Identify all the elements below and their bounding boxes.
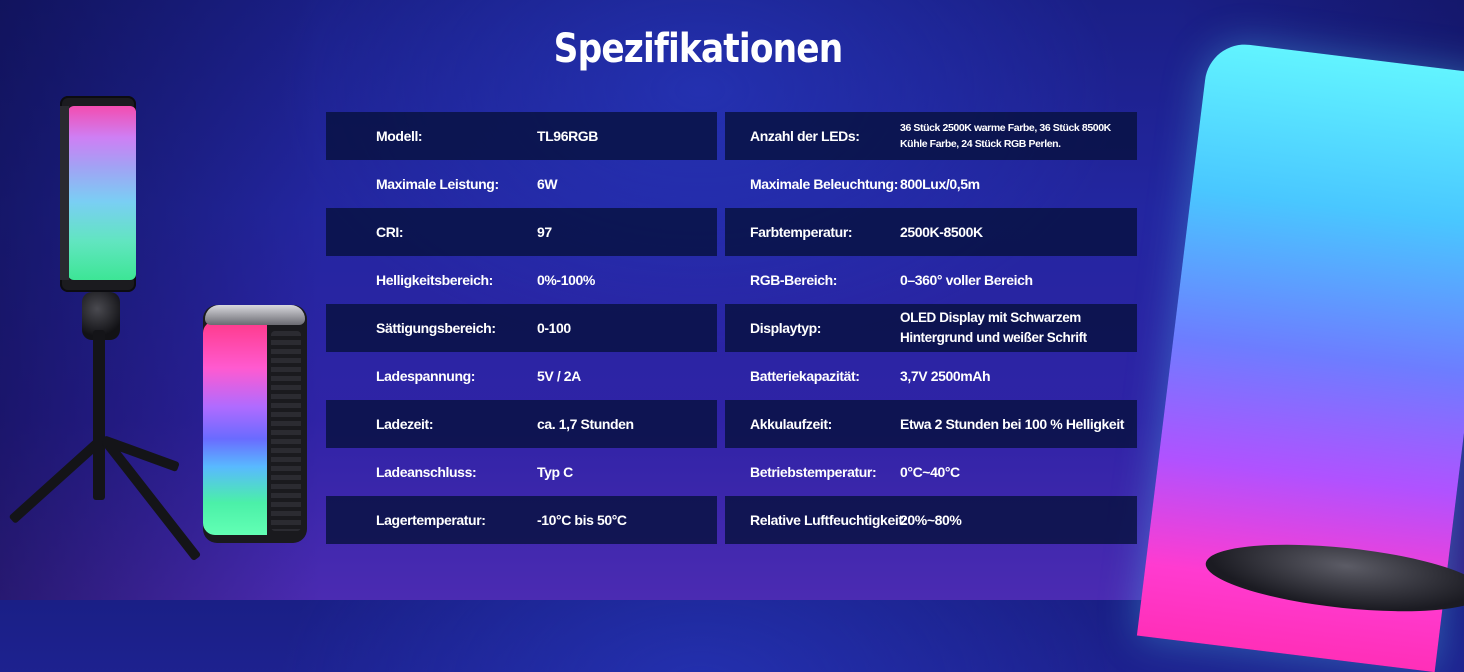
spec-label: Anzahl der LEDs:: [750, 128, 860, 144]
spec-value: 6W: [537, 176, 558, 192]
spec-cell: Batteriekapazität: 3,7V 2500mAh: [725, 352, 1137, 400]
table-row: Helligkeitsbereich: 0%-100% RGB-Bereich:…: [326, 256, 1138, 304]
spec-label: Maximale Beleuchtung:: [750, 176, 898, 192]
spec-cell: Akkulaufzeit: Etwa 2 Stunden bei 100 % H…: [725, 400, 1137, 448]
table-row: Maximale Leistung: 6W Maximale Beleuchtu…: [326, 160, 1138, 208]
spec-value: Etwa 2 Stunden bei 100 % Helligkeit: [900, 416, 1125, 432]
spec-value: 97: [537, 224, 552, 240]
spec-value: 2500K-8500K: [900, 224, 983, 240]
spec-label: Modell:: [376, 128, 423, 144]
table-row: Sättigungsbereich: 0-100 Displaytyp: OLE…: [326, 304, 1138, 352]
spec-label: Ladeanschluss:: [376, 464, 477, 480]
spec-label: Lagertemperatur:: [376, 512, 486, 528]
spec-cell: Displaytyp: OLED Display mit Schwarzem H…: [725, 304, 1137, 352]
spec-cell: Ladeanschluss: Typ C: [326, 448, 717, 496]
spec-value: 20%~80%: [900, 512, 962, 528]
spec-value: 5V / 2A: [537, 368, 581, 384]
spec-label: Akkulaufzeit:: [750, 416, 832, 432]
spec-cell: Anzahl der LEDs: 36 Stück 2500K warme Fa…: [725, 112, 1137, 160]
spec-label: CRI:: [376, 224, 404, 240]
spec-value: 36 Stück 2500K warme Farbe, 36 Stück 850…: [900, 122, 1111, 150]
spec-cell: Helligkeitsbereich: 0%-100%: [326, 256, 717, 304]
spec-value: -10°C bis 50°C: [537, 512, 627, 528]
spec-label: Ladezeit:: [376, 416, 434, 432]
spec-value: 800Lux/0,5m: [900, 176, 980, 192]
spec-label: Helligkeitsbereich:: [376, 272, 493, 288]
spec-cell: RGB-Bereich: 0–360° voller Bereich: [725, 256, 1137, 304]
spec-cell: Maximale Beleuchtung: 800Lux/0,5m: [725, 160, 1137, 208]
table-row: Ladespannung: 5V / 2A Batteriekapazität:…: [326, 352, 1138, 400]
table-row: CRI: 97 Farbtemperatur: 2500K-8500K: [326, 208, 1138, 256]
spec-cell: Farbtemperatur: 2500K-8500K: [725, 208, 1137, 256]
spec-cell: Sättigungsbereich: 0-100: [326, 304, 717, 352]
spec-cell: Maximale Leistung: 6W: [326, 160, 717, 208]
spec-label: Ladespannung:: [376, 368, 476, 384]
spec-cell: Ladezeit: ca. 1,7 Stunden: [326, 400, 717, 448]
spec-value: 0%-100%: [537, 272, 595, 288]
spec-value: OLED Display mit Schwarzem Hintergrund u…: [900, 310, 1087, 345]
spec-label: Maximale Leistung:: [376, 176, 499, 192]
spec-value: ca. 1,7 Stunden: [537, 416, 634, 432]
spec-label: Betriebstemperatur:: [750, 464, 877, 480]
spec-label: Relative Luftfeuchtigkeit:: [750, 512, 907, 528]
spec-value: 0°C~40°C: [900, 464, 960, 480]
spec-cell: Ladespannung: 5V / 2A: [326, 352, 717, 400]
table-row: Modell: TL96RGB Anzahl der LEDs: 36 Stüc…: [326, 112, 1138, 160]
spec-cell: Relative Luftfeuchtigkeit: 20%~80%: [725, 496, 1137, 544]
spec-value: 0–360° voller Bereich: [900, 272, 1033, 288]
spec-label: Sättigungsbereich:: [376, 320, 496, 336]
table-row: Ladezeit: ca. 1,7 Stunden Akkulaufzeit: …: [326, 400, 1138, 448]
cylinder-light-image: [203, 305, 307, 543]
table-row: Lagertemperatur: -10°C bis 50°C Relative…: [326, 496, 1138, 544]
spec-value: 3,7V 2500mAh: [900, 368, 991, 384]
spec-cell: Lagertemperatur: -10°C bis 50°C: [326, 496, 717, 544]
spec-label: Batteriekapazität:: [750, 368, 860, 384]
spec-label: RGB-Bereich:: [750, 272, 837, 288]
spec-cell: Betriebstemperatur: 0°C~40°C: [725, 448, 1137, 496]
spec-value: 0-100: [537, 320, 571, 336]
page-title: Spezifikationen: [553, 26, 844, 72]
spec-cell: Modell: TL96RGB: [326, 112, 717, 160]
table-row: Ladeanschluss: Typ C Betriebstemperatur:…: [326, 448, 1138, 496]
spec-cell: CRI: 97: [326, 208, 717, 256]
spec-value: TL96RGB: [537, 128, 598, 144]
spec-label: Farbtemperatur:: [750, 224, 853, 240]
spec-value: Typ C: [537, 464, 573, 480]
spec-table: Modell: TL96RGB Anzahl der LEDs: 36 Stüc…: [326, 112, 1138, 544]
spec-label: Displaytyp:: [750, 320, 822, 336]
